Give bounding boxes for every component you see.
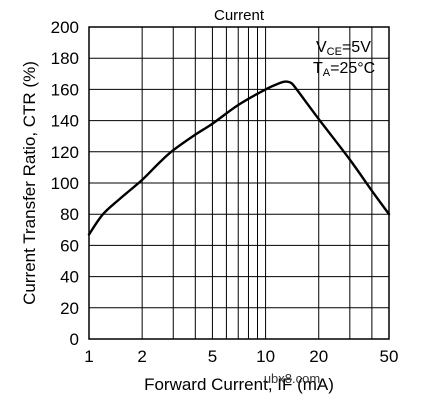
x-tick-label: 5 [208,347,217,366]
y-tick-label: 20 [60,299,79,318]
x-tick-label: 10 [256,347,275,366]
y-tick-label: 80 [60,205,79,224]
y-tick-label: 140 [51,112,79,131]
y-axis-label: Current Transfer Ratio, CTR (%) [20,61,39,305]
y-tick-labels: 0 20 40 60 80 100 120 140 160 180 200 [51,18,79,349]
y-tick-label: 60 [60,236,79,255]
x-tick-label: 2 [137,347,146,366]
y-tick-label: 40 [60,268,79,287]
y-tick-label: 180 [51,49,79,68]
chart-title: Current [214,7,265,24]
plot-frame [88,26,390,340]
y-tick-label: 120 [51,143,79,162]
x-tick-labels: 1 2 5 10 20 50 [84,347,398,366]
condition-vce: VCE=5V [316,39,371,58]
condition-ta: TA=25°C [313,60,375,79]
x-tick-label: 50 [380,347,399,366]
x-tick-label: 1 [84,347,93,366]
y-tick-label: 200 [51,18,79,37]
y-tick-label: 160 [51,80,79,99]
x-tick-label: 20 [309,347,328,366]
x-axis-label: Forward Current, IF (mA) [144,375,334,394]
ctr-curve [87,80,391,236]
y-tick-label: 0 [70,330,79,349]
watermark: ubx8.com [264,371,320,386]
y-tick-label: 100 [51,174,79,193]
